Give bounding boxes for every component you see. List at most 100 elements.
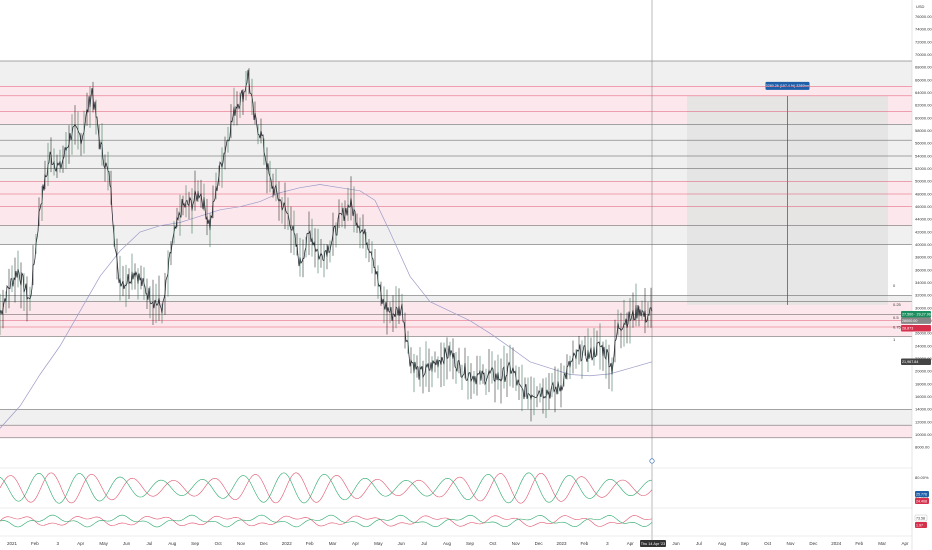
price-series (0, 68, 653, 422)
price-tick: 70000.00 (915, 52, 932, 57)
price-tick: 64000.00 (915, 90, 932, 95)
mom-badge: 1.97 (916, 523, 923, 527)
time-tick: Jul (147, 541, 153, 546)
osc-badge: 24.408 (916, 499, 927, 503)
time-tick: Apr (352, 541, 360, 546)
price-tick: 62000.00 (915, 103, 932, 108)
currency-label: USD (916, 4, 925, 9)
time-tick: 2021 (7, 541, 18, 546)
time-tick: Jul (421, 541, 427, 546)
price-tick: 54000.00 (915, 153, 932, 158)
price-tick: 44000.00 (915, 217, 932, 222)
cursor-date-label: Thu 14 Apr '23 (641, 542, 666, 546)
time-tick: 2023 (557, 541, 568, 546)
fib-label: 0 (893, 283, 896, 288)
fib-label: 0.25 (893, 302, 902, 307)
time-axis[interactable]: 2021 Feb 3 Apr May Jun Jul Aug Sep Oct Nov Dec 2022 F… (7, 540, 909, 547)
price-tick: 60000.00 (915, 115, 932, 120)
osc-badge: 25.776 (916, 492, 927, 496)
time-tick: Feb (855, 541, 863, 546)
fib-label: 1 (893, 337, 896, 342)
time-tick: Aug (718, 541, 727, 546)
measure-tool[interactable]: 3280.26 (157.4 %) 3280hm (687, 81, 888, 305)
time-tick: Jul (696, 541, 702, 546)
time-tick: Dec (535, 541, 544, 546)
osc-badge-bg (915, 498, 929, 504)
time-tick: 2022 (282, 541, 293, 546)
ma-line (0, 184, 653, 429)
time-tick: Oct (764, 541, 772, 546)
price-tick: 52000.00 (915, 166, 932, 171)
time-tick: Feb (31, 541, 39, 546)
price-tick: 74000.00 (915, 27, 932, 32)
cursor-date-bg (640, 540, 666, 547)
mid-price-badge-bg (901, 317, 931, 324)
price-tick: 72000.00 (915, 39, 932, 44)
low-price-badge-bg (901, 358, 931, 366)
fib-labels: 0 0.25 0.5 0.75 1 (893, 283, 902, 342)
momentum-green-line (0, 514, 653, 528)
measure-label-bg (765, 81, 810, 90)
time-tick: 3 (606, 541, 609, 546)
time-tick: Sep (741, 541, 750, 546)
mom-badge-bg (914, 514, 928, 522)
price-panel[interactable]: 3280.26 (157.4 %) 3280hm 0 0.25 0.5 0.75 1 (0, 60, 912, 439)
time-tick: Apr (627, 541, 635, 546)
event-marker-icon[interactable] (649, 458, 655, 464)
fib-label: 0.75 (893, 324, 902, 329)
time-tick: May (374, 541, 383, 546)
price-tick: 10000.00 (915, 432, 932, 437)
price-tick: 56000.00 (915, 141, 932, 146)
zone-band (0, 301, 912, 337)
momentum-panel: 73.58 1.97 (0, 514, 928, 528)
price-tick: 36000.00 (915, 267, 932, 272)
price-tick: 8000.00 (915, 445, 930, 450)
price-tick: 40000.00 (915, 242, 932, 247)
price-tick: 24000.00 (915, 343, 932, 348)
price-tick: 38000.00 (915, 255, 932, 260)
mid-price-badge: 28000.00 (902, 319, 917, 323)
time-tick: May (99, 541, 108, 546)
price-tick: 20000.00 (915, 369, 932, 374)
time-tick: 3 (57, 541, 60, 546)
price-tick: 16000.00 (915, 394, 932, 399)
time-tick: Nov (787, 541, 796, 546)
time-tick: Sep (466, 541, 475, 546)
time-tick: Dec (260, 541, 269, 546)
time-tick: Jun (123, 541, 131, 546)
mom-badge-bg (915, 522, 927, 528)
mom-badge: 73.58 (916, 516, 925, 520)
horizontal-levels (0, 60, 912, 439)
oscillator-green-line (0, 472, 653, 504)
price-tick: 30000.00 (915, 305, 932, 310)
price-tick: 58000.00 (915, 128, 932, 133)
price-tick: 68000.00 (915, 65, 932, 70)
time-tick: Jun (672, 541, 680, 546)
time-tick: Sep (191, 541, 200, 546)
price-tick: 34000.00 (915, 280, 932, 285)
moving-average (0, 184, 653, 429)
time-tick: Dec (809, 541, 818, 546)
zone-band (0, 61, 912, 87)
time-tick: Nov (237, 541, 246, 546)
red-price-badge: 28,873 (902, 327, 913, 331)
oscillator-red-line (0, 472, 653, 504)
time-tick: 2024 (831, 541, 842, 546)
low-price-badge: 21,967.84 (902, 360, 918, 364)
last-price-badge-bg (901, 311, 931, 318)
price-tick: 12000.00 (915, 419, 932, 424)
zone-band (0, 409, 912, 426)
zone-band (0, 295, 912, 302)
momentum-red-line (0, 515, 653, 527)
zone-band (0, 225, 912, 245)
osc-badge-bg (915, 491, 929, 497)
price-axis[interactable]: USD 76000.00 74000.00 72000.00 70000.00 68000… (915, 4, 932, 450)
time-tick: Oct (489, 541, 497, 546)
price-tick: 32000.00 (915, 293, 932, 298)
time-tick: Aug (443, 541, 452, 546)
price-tick: 42000.00 (915, 229, 932, 234)
time-tick: Feb (581, 541, 589, 546)
price-tick: 76000.00 (915, 14, 932, 19)
price-tick: 50000.00 (915, 179, 932, 184)
